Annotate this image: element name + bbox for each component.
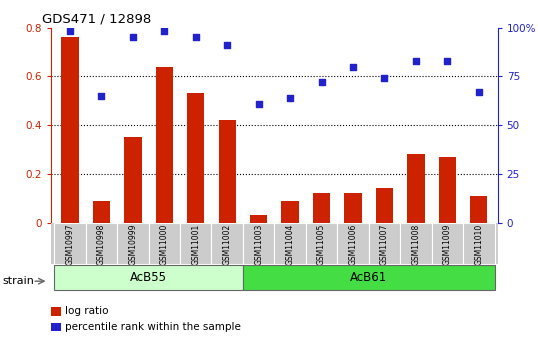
Text: GSM11008: GSM11008 [412, 224, 420, 265]
Bar [124, 137, 141, 223]
Text: GSM11006: GSM11006 [349, 224, 357, 265]
Point [349, 64, 357, 69]
Text: log ratio: log ratio [65, 306, 108, 316]
Text: GSM11009: GSM11009 [443, 224, 452, 265]
Text: strain: strain [3, 276, 34, 286]
Bar [117, 223, 148, 264]
Text: GSM11005: GSM11005 [317, 224, 326, 265]
Text: GSM11002: GSM11002 [223, 224, 232, 265]
Point [192, 34, 200, 40]
Bar [243, 223, 274, 264]
Point [97, 93, 106, 99]
Text: AcB55: AcB55 [130, 271, 167, 284]
Text: GSM10999: GSM10999 [129, 224, 137, 265]
Bar [337, 223, 369, 264]
Point [129, 34, 137, 40]
Bar [281, 200, 299, 223]
Bar [407, 154, 424, 223]
Bar [243, 265, 494, 290]
Bar [274, 223, 306, 264]
Bar [313, 193, 330, 223]
Text: GSM11010: GSM11010 [475, 224, 483, 265]
Bar [86, 223, 117, 264]
Text: GDS471 / 12898: GDS471 / 12898 [42, 12, 151, 25]
Text: GSM11001: GSM11001 [192, 224, 200, 265]
Bar [93, 200, 110, 223]
Point [286, 95, 294, 100]
Bar [463, 223, 494, 264]
Point [380, 76, 389, 81]
Point [254, 101, 263, 106]
Bar [400, 223, 431, 264]
Bar [61, 37, 79, 223]
Bar [250, 215, 267, 223]
Text: GSM11000: GSM11000 [160, 224, 169, 265]
Bar [306, 223, 337, 264]
Point [160, 29, 168, 34]
Text: GSM11003: GSM11003 [254, 224, 263, 265]
Bar [148, 223, 180, 264]
Bar [369, 223, 400, 264]
Point [223, 42, 231, 48]
Text: GSM11004: GSM11004 [286, 224, 295, 265]
Text: AcB61: AcB61 [350, 271, 387, 284]
Point [443, 58, 451, 63]
Text: GSM10998: GSM10998 [97, 224, 106, 265]
Point [317, 79, 326, 85]
Point [475, 89, 483, 95]
Bar [431, 223, 463, 264]
Bar [344, 193, 362, 223]
Bar [155, 67, 173, 223]
Bar [376, 188, 393, 223]
Text: GSM11007: GSM11007 [380, 224, 389, 265]
Bar [211, 223, 243, 264]
Bar [180, 223, 211, 264]
Point [412, 58, 420, 63]
Bar [438, 157, 456, 223]
Bar [187, 93, 204, 223]
Bar [218, 120, 236, 223]
Bar [54, 265, 243, 290]
Bar [470, 196, 487, 223]
Point [66, 29, 74, 34]
Bar [54, 223, 86, 264]
Text: GSM10997: GSM10997 [66, 224, 74, 265]
Text: percentile rank within the sample: percentile rank within the sample [65, 322, 240, 332]
